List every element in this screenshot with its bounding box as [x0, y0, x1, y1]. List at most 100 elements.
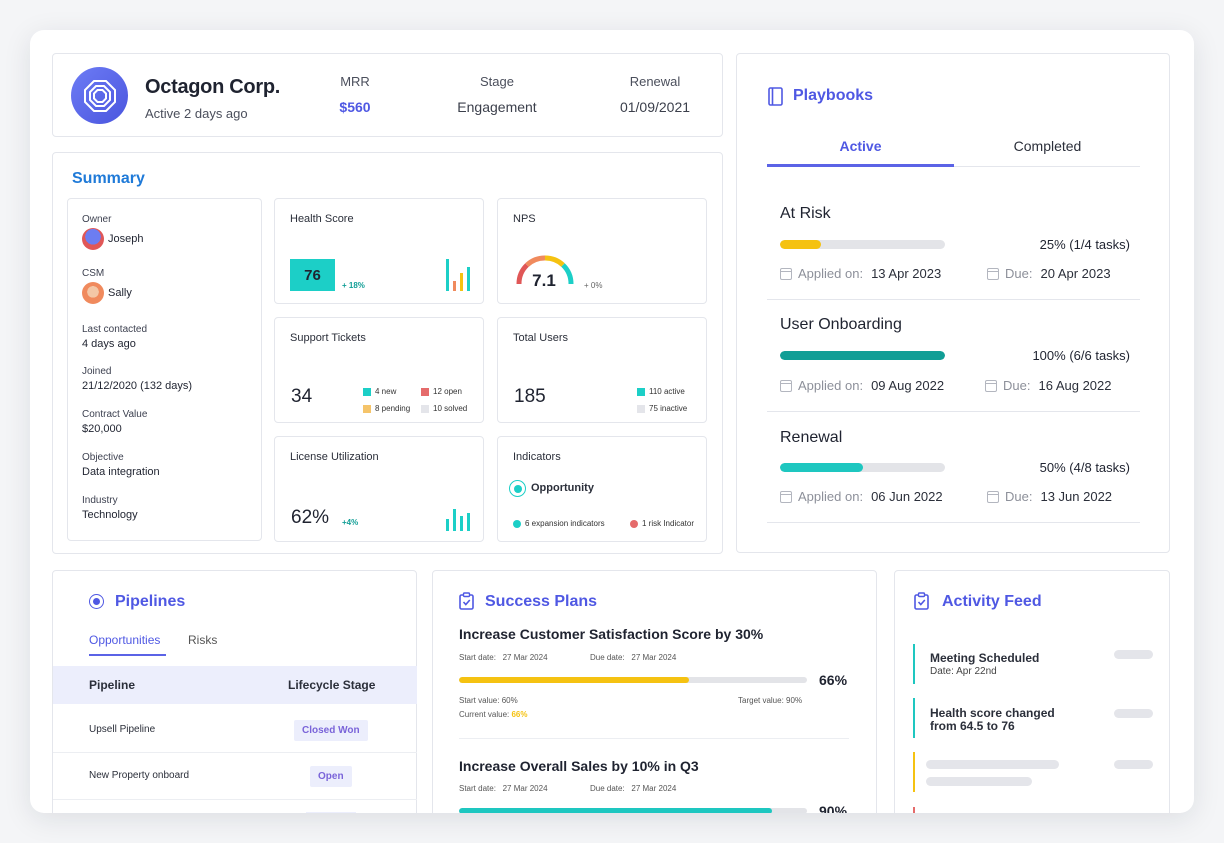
- playbook-progress-text: 50% (4/8 tasks): [1039, 460, 1130, 475]
- company-name: Octagon Corp.: [145, 76, 280, 98]
- activity-marker: [913, 698, 915, 738]
- risk-indicator-legend: 1 risk Indicator: [630, 519, 694, 528]
- nps-value: 7.1: [532, 271, 556, 290]
- plan-start-date: Start date: 27 Mar 2024: [459, 653, 548, 662]
- pipelines-title: Pipelines: [115, 593, 186, 610]
- activity-item[interactable]: Meeting Scheduled Date: Apr 22nd: [930, 652, 1039, 678]
- last-contacted-item: Last contacted 4 days ago: [82, 324, 147, 350]
- playbook-progress-text: 100% (6/6 tasks): [1032, 348, 1130, 363]
- playbook-name[interactable]: Renewal: [780, 429, 843, 446]
- industry-item: Industry Technology: [82, 495, 138, 521]
- playbook-applied-date: Applied on: 06 Jun 2022: [780, 489, 943, 504]
- clipboard-check-icon: [914, 592, 929, 610]
- objective-value: Data integration: [82, 466, 160, 478]
- stage-badge: Closed Won: [294, 720, 368, 741]
- target-icon: [89, 594, 104, 609]
- playbook-due-date: Due: 20 Apr 2023: [987, 266, 1111, 281]
- success-plans-title: Success Plans: [485, 593, 598, 610]
- playbook-divider: [767, 299, 1140, 300]
- stage-block: Stage Engagement: [437, 74, 557, 115]
- stage-label: Stage: [480, 74, 514, 89]
- calendar-icon: [780, 379, 792, 392]
- joined-item: Joined 21/12/2020 (132 days): [82, 366, 192, 392]
- dashboard-frame: Octagon Corp. Active 2 days ago MRR $560…: [30, 30, 1194, 813]
- total-users-card[interactable]: Total Users 185 110 active 75 inactive: [497, 317, 707, 423]
- nps-gauge: [516, 255, 574, 285]
- pipeline-column-header: Pipeline: [89, 678, 136, 692]
- owner-name: Joseph: [108, 233, 144, 245]
- nps-card[interactable]: NPS 7.1 + 0%: [497, 198, 707, 304]
- playbook-applied-date: Applied on: 09 Aug 2022: [780, 378, 944, 393]
- indicators-card[interactable]: Indicators Opportunity 6 expansion indic…: [497, 436, 707, 542]
- tickets-new-legend: 4 new: [363, 387, 396, 396]
- playbook-progress-bar: [780, 463, 945, 472]
- last-contacted-value: 4 days ago: [82, 338, 136, 350]
- lifecycle-column-header: Lifecycle Stage: [288, 678, 376, 692]
- health-score-card[interactable]: Health Score 76 + 18%: [274, 198, 484, 304]
- pipeline-row-name[interactable]: New Property onboard: [89, 770, 190, 781]
- stage-value: Engagement: [457, 99, 537, 115]
- users-active-legend: 110 active: [637, 387, 685, 396]
- health-score-title: Health Score: [290, 213, 354, 225]
- activity-placeholder: [1114, 760, 1153, 769]
- tab-completed[interactable]: Completed: [1013, 138, 1082, 154]
- playbooks-panel: Playbooks Active Completed At Risk 25% (…: [736, 53, 1170, 553]
- plan-divider: [459, 738, 849, 739]
- activity-marker: [913, 807, 915, 813]
- stage-badge-partial: [306, 812, 356, 813]
- activity-title: Meeting Scheduled: [930, 651, 1040, 665]
- joined-value: 21/12/2020 (132 days): [82, 380, 193, 392]
- license-delta: +4%: [342, 518, 359, 527]
- license-value: 62%: [291, 507, 330, 528]
- objective-label: Objective: [82, 452, 124, 463]
- plan-start-date: Start date: 27 Mar 2024: [459, 784, 548, 793]
- activity-placeholder: [926, 760, 1059, 769]
- industry-label: Industry: [82, 495, 118, 506]
- tab-risks[interactable]: Risks: [188, 633, 218, 647]
- plan-due-date: Due date: 27 Mar 2024: [590, 653, 677, 662]
- plan-title[interactable]: Increase Overall Sales by 10% in Q3: [459, 758, 699, 774]
- activity-feed-panel: Activity Feed Meeting Scheduled Date: Ap…: [894, 570, 1170, 813]
- playbook-progress-bar: [780, 240, 945, 249]
- playbook-name[interactable]: At Risk: [780, 205, 831, 222]
- support-tickets-value: 34: [291, 386, 313, 407]
- tab-active[interactable]: Active: [839, 138, 882, 154]
- playbooks-title: Playbooks: [793, 87, 874, 104]
- opportunities-tab-indicator: [89, 654, 166, 656]
- csm-name: Sally: [108, 287, 132, 299]
- support-tickets-card[interactable]: Support Tickets 34 4 new 12 open 8 pendi…: [274, 317, 484, 423]
- playbook-due-date: Due: 13 Jun 2022: [987, 489, 1112, 504]
- indicators-title: Indicators: [513, 451, 561, 463]
- calendar-icon: [987, 267, 999, 280]
- license-trend-icon: [446, 509, 470, 531]
- calendar-icon: [985, 379, 997, 392]
- mrr-label: MRR: [340, 74, 370, 89]
- activity-item[interactable]: Health score changed from 64.5 to 76: [930, 706, 1055, 733]
- csm-label: CSM: [82, 268, 105, 279]
- playbook-name[interactable]: User Onboarding: [780, 316, 902, 333]
- total-users-title: Total Users: [513, 332, 569, 344]
- tickets-pending-legend: 8 pending: [363, 404, 410, 413]
- health-trend-icon: [446, 259, 470, 291]
- pipeline-row-name[interactable]: Upsell Pipeline: [89, 724, 156, 735]
- opportunity-icon: [509, 480, 526, 497]
- clipboard-check-icon: [459, 592, 474, 610]
- plan-progress-pct: 90%: [819, 803, 848, 813]
- owner-label: Owner: [82, 214, 112, 225]
- csm-item: CSM Sally: [82, 268, 132, 304]
- book-icon: [768, 87, 783, 106]
- plan-title[interactable]: Increase Customer Satisfaction Score by …: [459, 626, 764, 642]
- calendar-icon: [780, 490, 792, 503]
- tickets-open-legend: 12 open: [421, 387, 462, 396]
- playbook-divider: [767, 411, 1140, 412]
- renewal-label: Renewal: [629, 74, 681, 89]
- tab-opportunities[interactable]: Opportunities: [89, 633, 161, 647]
- license-utilization-card[interactable]: License Utilization 62% +4%: [274, 436, 484, 542]
- contract-value-value: $20,000: [82, 423, 122, 435]
- contract-value-label: Contract Value: [82, 409, 148, 420]
- last-contacted-label: Last contacted: [82, 324, 148, 335]
- health-score-delta: + 18%: [342, 281, 365, 290]
- renewal-block: Renewal 01/09/2021: [595, 74, 715, 115]
- industry-value: Technology: [82, 509, 138, 521]
- summary-title: Summary: [72, 170, 145, 187]
